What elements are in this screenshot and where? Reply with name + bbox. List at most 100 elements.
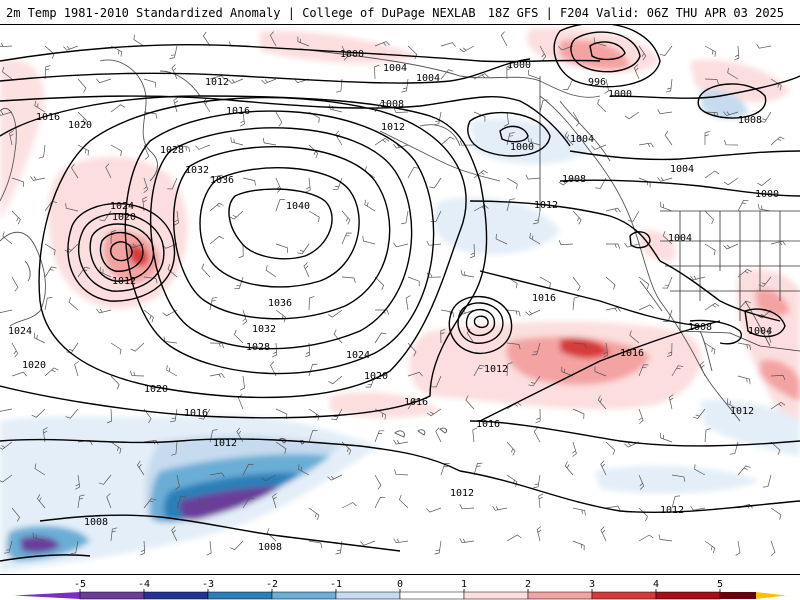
isobar-label: 1000 bbox=[340, 49, 364, 60]
wind-barb bbox=[401, 210, 409, 225]
isobars bbox=[0, 25, 800, 562]
wind-barb bbox=[143, 309, 154, 323]
wind-barb bbox=[65, 203, 79, 212]
wind-barb bbox=[506, 177, 518, 190]
isobar-label: 1004 bbox=[416, 73, 440, 84]
colorbar-tick-label: 2 bbox=[525, 579, 531, 590]
wind-barb bbox=[407, 167, 419, 179]
isobar-label: 1020 bbox=[68, 120, 92, 131]
wind-barb bbox=[699, 361, 706, 377]
wind-barb bbox=[110, 441, 122, 454]
isobar-label: 1016 bbox=[532, 293, 556, 304]
wind-barb bbox=[734, 45, 740, 61]
wind-barb bbox=[305, 177, 311, 193]
wind-barb bbox=[364, 199, 376, 212]
wind-barb bbox=[229, 540, 244, 551]
wind-barb bbox=[68, 297, 79, 311]
wind-barb bbox=[465, 395, 475, 410]
wind-barb bbox=[435, 427, 442, 443]
wind-barb bbox=[44, 266, 57, 278]
wind-barb bbox=[572, 342, 587, 349]
wind-barb bbox=[129, 243, 145, 249]
wind-barb bbox=[664, 130, 673, 146]
wind-barb bbox=[374, 41, 390, 47]
colorbar-tick-label: -2 bbox=[266, 579, 278, 590]
wind-barb bbox=[723, 243, 739, 250]
wind-barb bbox=[77, 144, 89, 156]
wind-barb bbox=[275, 199, 285, 212]
wind-barb bbox=[663, 309, 673, 322]
political-borders bbox=[539, 76, 800, 352]
wind-barb bbox=[11, 507, 21, 522]
wind-barb bbox=[426, 272, 442, 278]
wind-barb bbox=[737, 199, 749, 212]
isobar-label: 1012 bbox=[213, 438, 237, 449]
wind-barb bbox=[525, 174, 541, 180]
wind-barb bbox=[633, 64, 640, 80]
anomaly-map: 1000 1004 1004 1000 996 1000 1012 1016 1… bbox=[0, 24, 800, 575]
wind-barb bbox=[308, 144, 319, 159]
wind-barb bbox=[233, 329, 244, 344]
wind-barb bbox=[143, 111, 158, 119]
wind-barb bbox=[658, 534, 673, 542]
wind-barb bbox=[460, 269, 475, 278]
wind-barb bbox=[533, 474, 541, 489]
wind-barb bbox=[308, 363, 318, 377]
wind-barb bbox=[407, 45, 418, 60]
isobar-label: 1032 bbox=[252, 324, 276, 335]
wind-barb bbox=[374, 137, 390, 146]
wind-barb bbox=[4, 540, 13, 554]
wind-barb bbox=[538, 493, 544, 509]
wind-barb bbox=[572, 507, 586, 516]
wind-barb bbox=[96, 308, 112, 314]
wind-barb bbox=[723, 111, 739, 117]
colorbar-tick-label: -1 bbox=[330, 579, 342, 590]
colorbar-high-end bbox=[756, 592, 786, 599]
wind-barb bbox=[531, 342, 541, 356]
wind-barb bbox=[624, 111, 640, 120]
wind-barb bbox=[228, 78, 244, 84]
isobar-label: 1020 bbox=[112, 212, 136, 223]
wind-barb bbox=[44, 45, 55, 59]
wind-barb bbox=[459, 538, 475, 544]
wind-barb bbox=[572, 296, 580, 311]
colorbar-swatch bbox=[527, 591, 593, 600]
wind-barb bbox=[660, 432, 673, 443]
wind-barb bbox=[536, 526, 542, 542]
wind-barb bbox=[374, 496, 386, 509]
wind-barb bbox=[757, 177, 772, 187]
wind-barb bbox=[140, 540, 146, 556]
isobar-label: 1012 bbox=[112, 276, 136, 287]
wind-barb bbox=[737, 375, 751, 385]
isobar-label: 1000 bbox=[608, 89, 632, 100]
wind-barb bbox=[360, 540, 376, 546]
wind-barb bbox=[209, 235, 224, 245]
isobar-label: 1028 bbox=[160, 145, 184, 156]
wind-barb bbox=[638, 276, 649, 290]
isobar-label: 1020 bbox=[22, 360, 46, 371]
wind-barb bbox=[440, 328, 446, 344]
wind-barb bbox=[202, 31, 211, 47]
wind-barb bbox=[239, 111, 245, 127]
wind-barb bbox=[209, 373, 225, 378]
isobar-label: 1000 bbox=[755, 189, 779, 200]
colorbar-tick-label: 5 bbox=[717, 579, 723, 590]
wind-barb bbox=[757, 309, 772, 319]
wind-barb bbox=[506, 534, 522, 542]
wind-barb bbox=[143, 408, 152, 424]
isobar-label: 1008 bbox=[380, 99, 404, 110]
wind-barb bbox=[136, 460, 145, 476]
wind-barb bbox=[77, 78, 87, 93]
wind-barb bbox=[229, 210, 244, 220]
wind-barb bbox=[600, 460, 607, 476]
map-title: 2m Temp 1981-2010 Standardized Anomaly |… bbox=[6, 6, 476, 20]
wind-barb bbox=[762, 474, 772, 488]
wind-barb bbox=[770, 540, 776, 556]
wind-barb bbox=[770, 136, 785, 146]
wind-barb bbox=[70, 540, 79, 555]
wind-barb bbox=[77, 111, 87, 126]
wind-barb bbox=[473, 462, 483, 476]
wind-barb bbox=[341, 232, 352, 245]
wind-barb bbox=[11, 177, 24, 187]
wind-barb bbox=[737, 342, 752, 351]
